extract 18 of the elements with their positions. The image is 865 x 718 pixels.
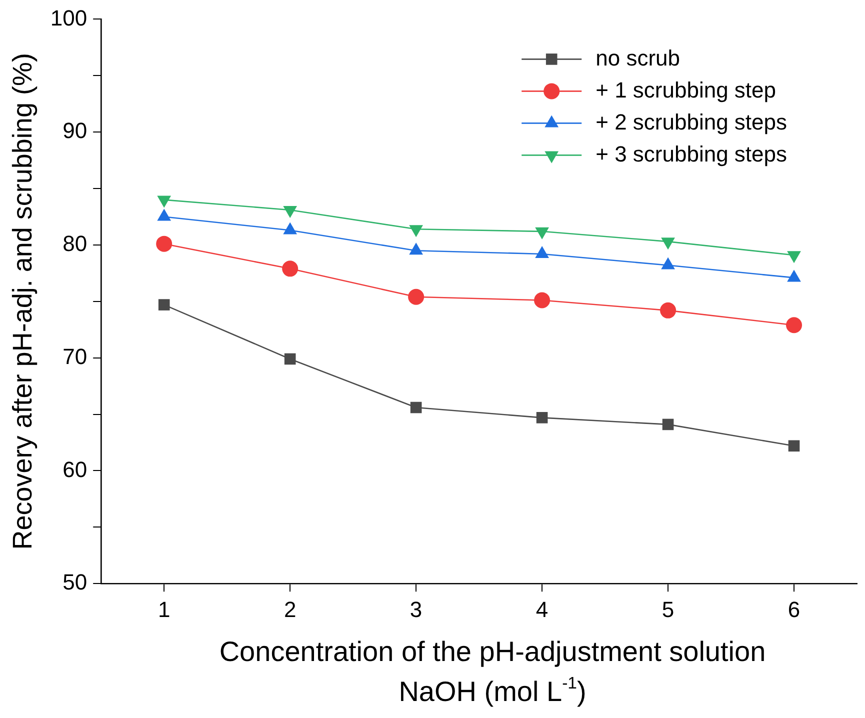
x-tick-label: 2 [284, 596, 296, 622]
y-tick-label: 60 [62, 456, 88, 482]
y-tick-label: 90 [62, 118, 88, 144]
x-tick-label: 5 [662, 596, 674, 622]
y-axis-title: Recovery after pH-adj. and scrubbing (%) [8, 53, 38, 550]
x-axis-title: Concentration of the pH-adjustment solution NaOH (mol L$^{-1}$) [218, 635, 767, 709]
y-tick-label: 100 [50, 5, 88, 30]
legend-label: no scrub [596, 45, 680, 70]
x-tick-label: 3 [410, 596, 422, 622]
x-tick-label: 4 [536, 596, 548, 622]
legend-label: + 2 scrubbing steps [596, 109, 788, 134]
y-tick-label: 80 [62, 231, 88, 256]
x-tick-label: 6 [788, 596, 800, 622]
y-tick-label: 70 [62, 344, 88, 369]
legend-label: + 1 scrubbing step [596, 77, 776, 102]
x-tick-label: 1 [158, 596, 170, 622]
legend-label: + 3 scrubbing steps [596, 141, 788, 166]
y-tick-label: 50 [62, 570, 88, 595]
